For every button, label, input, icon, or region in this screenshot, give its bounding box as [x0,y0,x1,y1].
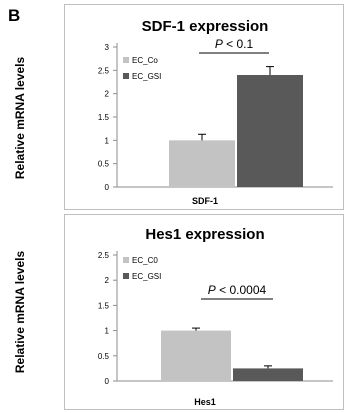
sdf1-y-tick-label: 1 [105,136,110,145]
hes1-legend-label: EC_GSI [132,272,161,281]
sdf1-y-tick-label: 3 [105,43,110,52]
sdf1-chart: SDF-1 expression 0 0.5 1 1.5 2 2.5 3 EC_Co EC_GSI… [98,18,333,206]
hes1-y-tick-label: 2.5 [98,251,110,260]
hes1-y-tick-label: 1 [105,327,110,336]
sdf1-y-tick-label: 1.5 [98,113,110,122]
sdf1-bar-ec-gsi [237,75,303,187]
sdf1-chart-panel: SDF-1 expression 0 0.5 1 1.5 2 2.5 3 EC_Co EC_GSI… [64,4,344,210]
hes1-legend-swatch [123,273,129,279]
sdf1-legend-label: EC_Co [132,56,158,65]
hes1-y-tick-label: 0.5 [98,352,110,361]
panel-letter: B [8,6,21,25]
sdf1-y-tick-label: 0 [105,183,110,192]
hes1-legend-swatch [123,257,129,263]
sdf1-legend-swatch [123,73,129,79]
sdf1-p-value: P < 0.1 [215,37,254,51]
hes1-y-axis-label: Relative mRNA levels [13,250,28,374]
hes1-chart-title: Hes1 expression [145,226,264,243]
sdf1-y-tick-label: 2.5 [98,66,110,75]
hes1-bar-ec-c0 [161,330,231,381]
sdf1-x-axis-label: SDF-1 [192,196,218,206]
hes1-y-tick-label: 2 [105,276,110,285]
sdf1-chart-title: SDF-1 expression [142,18,269,35]
sdf1-legend-swatch [123,57,129,63]
hes1-chart: Hes1 expression 0 0.5 1 1.5 2 2.5 EC_C0 EC_GSI P … [98,226,333,407]
hes1-x-axis-label: Hes1 [194,397,216,407]
sdf1-y-tick-label: 0.5 [98,160,110,169]
hes1-y-tick-label: 0 [105,377,110,386]
hes1-y-tick-label: 1.5 [98,301,110,310]
hes1-p-value: P < 0.0004 [208,283,267,297]
sdf1-bar-ec-co [169,140,235,187]
hes1-chart-panel: Hes1 expression 0 0.5 1 1.5 2 2.5 EC_C0 EC_GSI P … [64,214,344,410]
hes1-bar-ec-gsi [233,368,303,381]
sdf1-legend-label: EC_GSI [132,72,161,81]
sdf1-y-axis-label: Relative mRNA levels [13,56,28,180]
hes1-legend-label: EC_C0 [132,256,158,265]
sdf1-y-tick-label: 2 [105,90,110,99]
